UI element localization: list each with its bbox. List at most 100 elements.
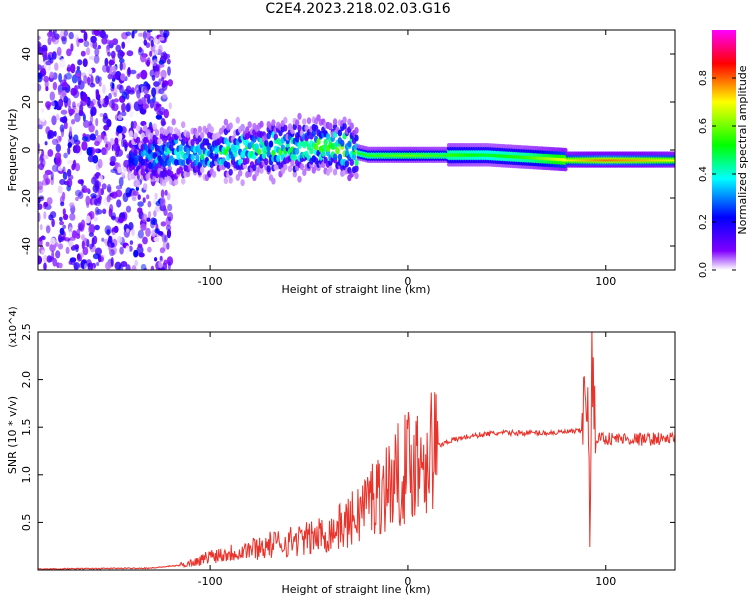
heatmap-noise-cell <box>124 143 128 152</box>
heatmap-noise-cell <box>121 91 128 100</box>
heatmap-noise-cell <box>51 164 59 172</box>
heatmap-noise-cell <box>141 213 148 223</box>
heatmap-noise-cell <box>73 109 80 114</box>
heatmap-ridge-cell <box>240 179 245 187</box>
heatmap-noise-cell <box>158 88 165 95</box>
heatmap-noise-cell <box>58 234 63 243</box>
spectrogram-panel: -100 0 100 -40 -20 0 20 40 Height of straight … <box>6 29 676 296</box>
heatmap-ridge-cell <box>290 159 295 167</box>
heatmap-noise-cell <box>39 155 44 164</box>
heatmap-ridge-cell <box>335 147 340 155</box>
heatmap-ridge-cell <box>235 143 240 151</box>
heatmap-noise-cell <box>108 40 114 45</box>
heatmap-noise-cell <box>42 154 49 160</box>
heatmap-noise-cell <box>111 191 118 199</box>
heatmap-noise-cell <box>122 139 127 145</box>
heatmap-ridge-cell <box>332 153 338 161</box>
heatmap-noise-cell <box>55 156 62 167</box>
heatmap-noise-cell <box>138 72 144 78</box>
heatmap-noise-cell <box>38 42 42 49</box>
heatmap-ridge-cell <box>302 169 307 176</box>
colorbar-tick-label: 0.6 <box>698 118 709 134</box>
heatmap-noise-cell <box>151 87 157 97</box>
heatmap-noise-cell <box>38 83 42 92</box>
heatmap-noise-cell <box>74 112 81 123</box>
heatmap-ridge-cell <box>354 127 359 134</box>
heatmap-noise-cell <box>119 51 125 57</box>
heatmap-noise-cell <box>95 117 99 127</box>
heatmap-noise-cell <box>43 211 47 220</box>
heatmap-ridge-cell <box>178 166 183 174</box>
heatmap-noise-cell <box>41 149 45 157</box>
heatmap-noise-cell <box>40 108 45 113</box>
heatmap-noise-cell <box>44 141 48 146</box>
heatmap-ridge-cell <box>228 176 233 184</box>
heatmap-noise-cell <box>85 97 89 104</box>
heatmap-ridge-cell <box>171 118 176 126</box>
heatmap-noise-cell <box>56 113 60 120</box>
heatmap-noise-cell <box>109 161 116 167</box>
heatmap-noise-cell <box>122 192 129 203</box>
heatmap-noise-cell <box>147 246 152 253</box>
heatmap-ridge-cell <box>354 159 359 166</box>
heatmap-ridge-cell <box>302 118 307 126</box>
heatmap-ridge-cell <box>563 147 568 153</box>
heatmap-noise-cell <box>63 96 69 103</box>
heatmap-ridge-cell <box>226 162 231 169</box>
heatmap-noise-cell <box>78 38 84 43</box>
heatmap-ridge-cell <box>297 124 302 132</box>
snr-frame <box>37 331 676 571</box>
heatmap-noise-cell <box>80 219 86 229</box>
y-tick-label: 1.0 <box>20 466 33 484</box>
heatmap-noise-cell <box>137 201 144 207</box>
heatmap-noise-cell <box>38 64 42 71</box>
heatmap-noise-cell <box>60 127 65 138</box>
heatmap-noise-cell <box>87 154 95 163</box>
heatmap-noise-cell <box>128 90 135 95</box>
heatmap-noise-cell <box>119 84 124 94</box>
heatmap-noise-cell <box>106 184 112 193</box>
heatmap-ridge-cell <box>328 122 333 130</box>
heatmap-noise-cell <box>92 235 98 245</box>
heatmap-noise-cell <box>88 120 93 126</box>
heatmap-noise-cell <box>120 261 128 267</box>
heatmap-ridge-cell <box>323 138 328 146</box>
heatmap-noise-cell <box>116 125 123 134</box>
heatmap-noise-cell <box>96 261 100 267</box>
heatmap-noise-cell <box>58 73 62 83</box>
heatmap-noise-cell <box>38 212 41 222</box>
heatmap-noise-cell <box>119 61 124 71</box>
heatmap-noise-cell <box>115 44 121 53</box>
heatmap-noise-cell <box>154 192 158 200</box>
heatmap-noise-cell <box>134 259 138 267</box>
heatmap-noise-cell <box>86 147 93 156</box>
heatmap-ridge-cell <box>257 148 262 156</box>
heatmap-noise-cell <box>77 75 82 86</box>
heatmap-noise-cell <box>98 104 102 109</box>
heatmap-noise-cell <box>94 148 99 153</box>
heatmap-noise-cell <box>58 262 63 269</box>
heatmap-noise-cell <box>50 101 57 106</box>
heatmap-noise-cell <box>45 60 52 66</box>
heatmap-noise-cell <box>153 236 160 243</box>
heatmap-noise-cell <box>51 115 57 126</box>
heatmap-noise-cell <box>83 120 90 128</box>
heatmap-noise-cell <box>38 59 44 65</box>
heatmap-ridge-cell <box>337 129 343 137</box>
heatmap-noise-cell <box>126 50 134 57</box>
heatmap-noise-cell <box>121 171 126 177</box>
heatmap-ridge-cell <box>295 119 300 127</box>
heatmap-noise-cell <box>132 197 137 202</box>
heatmap-ridge-cell <box>173 178 179 186</box>
heatmap-noise-cell <box>108 92 112 100</box>
heatmap-noise-cell <box>61 116 68 124</box>
heatmap-noise-cell <box>104 57 109 67</box>
heatmap-noise-cell <box>168 216 172 222</box>
heatmap-ridge-cell <box>259 166 264 174</box>
heatmap-noise-cell <box>76 254 82 262</box>
heatmap-noise-cell <box>109 249 115 257</box>
heatmap-ridge-cell <box>354 165 359 173</box>
heatmap-noise-cell <box>159 247 165 254</box>
heatmap-noise-cell <box>146 59 151 67</box>
